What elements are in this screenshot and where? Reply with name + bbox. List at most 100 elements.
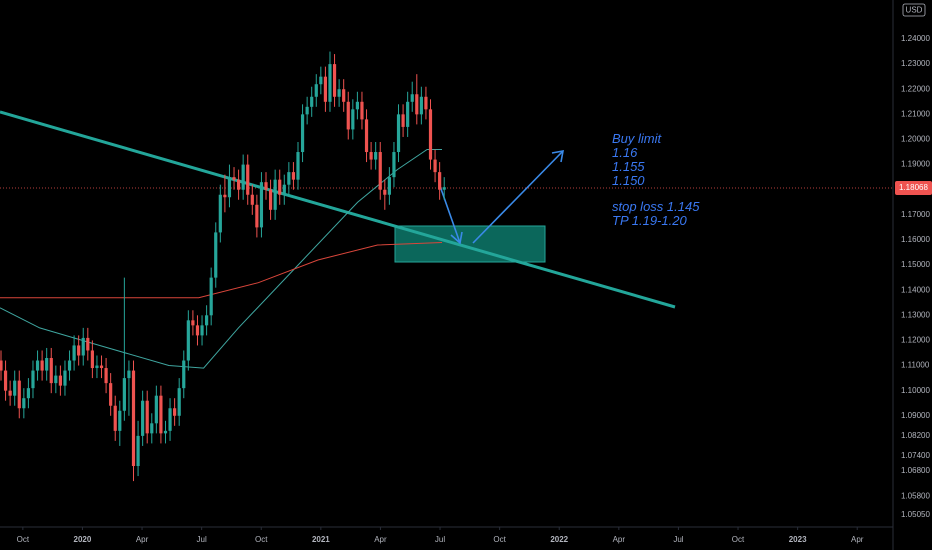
y-tick-label: 1.23000	[901, 59, 930, 68]
candle-body	[241, 164, 245, 190]
candle-body	[383, 189, 387, 195]
candle-body	[255, 204, 259, 228]
x-tick-label: Jul	[673, 535, 683, 544]
candle-body	[424, 96, 428, 110]
candle-body	[296, 152, 300, 180]
candle-body	[118, 410, 122, 431]
y-tick-label: 1.12000	[901, 336, 930, 345]
candle-body	[104, 368, 108, 384]
annotation: 1.150	[612, 173, 645, 188]
candle-body	[173, 408, 177, 416]
candle-body	[3, 370, 8, 391]
candle-body	[163, 430, 168, 434]
x-tick-label: 2020	[74, 535, 92, 544]
candle-body	[287, 172, 291, 185]
y-tick-label: 1.08200	[901, 431, 930, 440]
candle-body	[374, 152, 378, 160]
candle-body	[168, 408, 172, 431]
candle-body	[154, 395, 158, 424]
candle-body	[81, 337, 85, 356]
candle-body	[67, 360, 72, 371]
currency-label: USD	[906, 6, 923, 15]
candle-body	[332, 64, 337, 97]
moving-average	[0, 242, 443, 299]
y-tick-label: 1.11000	[901, 361, 930, 370]
candle-body	[90, 350, 94, 369]
y-tick-label: 1.09000	[901, 411, 930, 420]
y-tick-label: 1.05800	[901, 491, 930, 500]
candle-body	[113, 405, 117, 431]
candle-body	[246, 164, 250, 195]
candle-body	[337, 89, 341, 97]
candle-body	[141, 400, 145, 436]
candle-body	[54, 375, 58, 384]
arrow-up	[472, 150, 564, 244]
x-tick-label: Jul	[197, 535, 207, 544]
candle-body	[99, 365, 104, 369]
x-tick-label: Oct	[493, 535, 506, 544]
candle-body	[273, 179, 277, 210]
candle-body	[58, 375, 62, 386]
moving-average	[0, 149, 442, 369]
x-tick-label: Jul	[435, 535, 445, 544]
arrow-down	[439, 185, 461, 244]
candle-body	[186, 320, 190, 361]
candle-body	[346, 101, 350, 130]
y-tick-label: 1.15000	[901, 260, 930, 269]
candle-body	[8, 390, 12, 396]
candle-body	[77, 345, 81, 356]
candle-body	[268, 189, 273, 210]
candle-body	[442, 187, 446, 190]
candle-body	[232, 177, 236, 180]
candle-body	[360, 101, 364, 120]
y-tick-label: 1.16000	[901, 235, 930, 244]
candle-body	[63, 370, 67, 386]
candle-body	[159, 395, 163, 434]
candle-body	[278, 179, 282, 195]
candle-body	[351, 109, 355, 130]
candle-body	[364, 119, 369, 153]
trend-line	[0, 110, 676, 309]
candle-body	[214, 232, 218, 278]
x-tick-label: 2021	[312, 535, 330, 544]
candle-body	[227, 177, 232, 198]
candle-body	[145, 400, 149, 434]
annotation: TP 1.19-1.20	[612, 213, 687, 228]
candle-body	[415, 94, 419, 115]
candle-body	[45, 358, 49, 371]
currency-box	[902, 3, 926, 17]
y-tick-label: 1.21000	[901, 109, 930, 118]
y-tick-label: 1.07400	[901, 451, 930, 460]
candle-body	[310, 96, 314, 107]
candle-body	[282, 184, 286, 195]
x-tick-label: Apr	[851, 535, 864, 544]
candle-body	[355, 101, 359, 110]
candle-body	[323, 76, 328, 102]
candle-body	[35, 360, 40, 371]
candle-body	[438, 172, 442, 190]
x-tick-label: Oct	[17, 535, 30, 544]
x-tick-label: Apr	[613, 535, 626, 544]
candle-body	[291, 172, 296, 180]
last-price-tag	[895, 181, 932, 196]
arrows	[439, 150, 564, 245]
candle-body	[259, 182, 264, 228]
candle-body	[136, 435, 140, 467]
candle-body	[0, 360, 3, 371]
y-tick-label: 1.06800	[901, 466, 930, 475]
candle-body	[131, 370, 136, 467]
candle-body	[122, 378, 126, 411]
candle-body	[195, 325, 200, 336]
candle-body	[191, 320, 195, 326]
candle-body	[314, 84, 318, 97]
candle-body	[109, 383, 113, 406]
y-tick-label: 1.17000	[901, 210, 930, 219]
x-tick-label: Oct	[255, 535, 268, 544]
candle-body	[72, 345, 76, 361]
y-tick-label: 1.24000	[901, 34, 930, 43]
candle-body	[205, 315, 209, 326]
candle-body	[342, 89, 346, 102]
candle-body	[305, 106, 309, 115]
candle-body	[95, 365, 99, 369]
